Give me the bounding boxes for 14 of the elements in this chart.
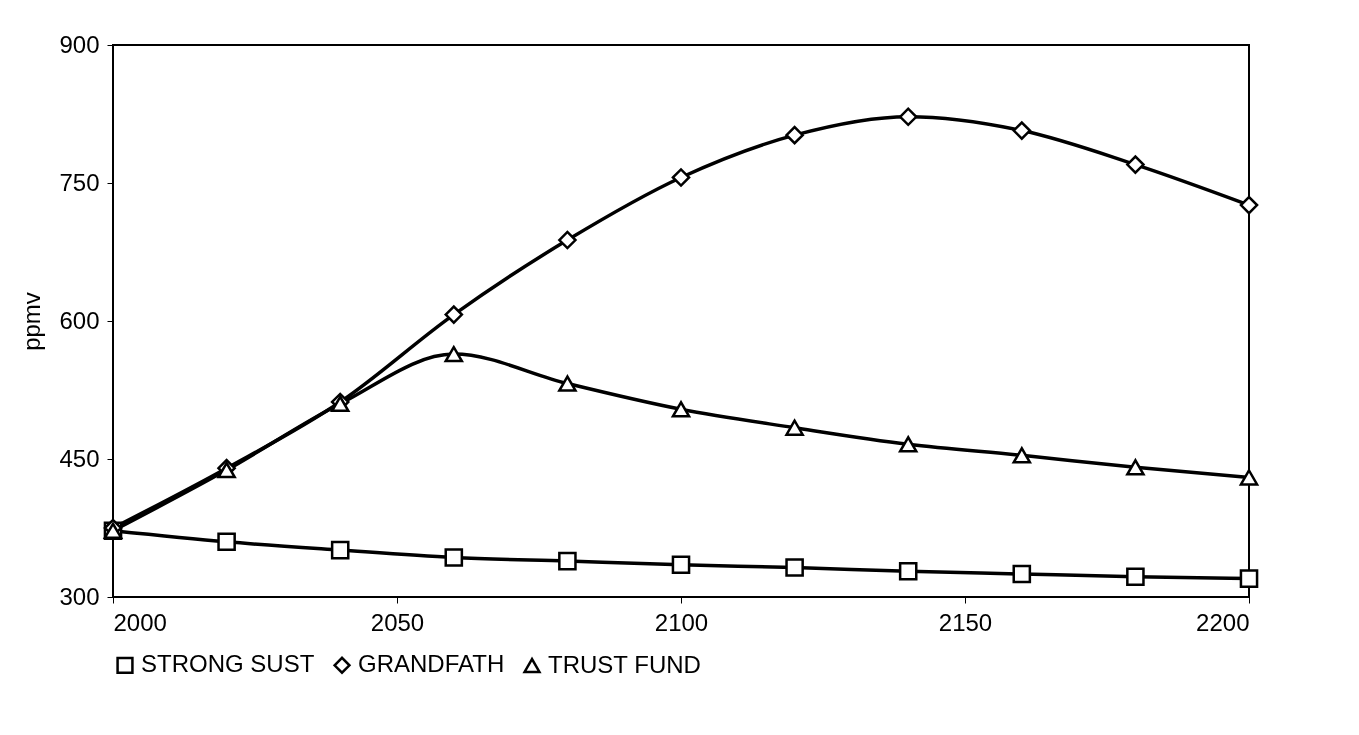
x-tick-label: 2150	[938, 608, 993, 636]
x-tick-label: 2200	[1196, 608, 1250, 636]
y-tick-label: 300	[59, 582, 100, 610]
x-tick-label: 2050	[370, 608, 425, 636]
legend-label: GRANDFATH	[358, 650, 505, 678]
y-tick-label: 750	[59, 168, 100, 196]
y-tick-label: 450	[59, 444, 100, 472]
y-tick-label: 600	[59, 306, 100, 334]
y-axis-title: ppmv	[18, 292, 46, 351]
y-tick-label: 900	[59, 30, 100, 58]
legend-label: TRUST FUND	[548, 650, 701, 678]
legend-label: STRONG SUST	[141, 650, 315, 678]
x-tick-label: 2100	[654, 608, 709, 636]
x-tick-label: 2000	[113, 608, 167, 636]
